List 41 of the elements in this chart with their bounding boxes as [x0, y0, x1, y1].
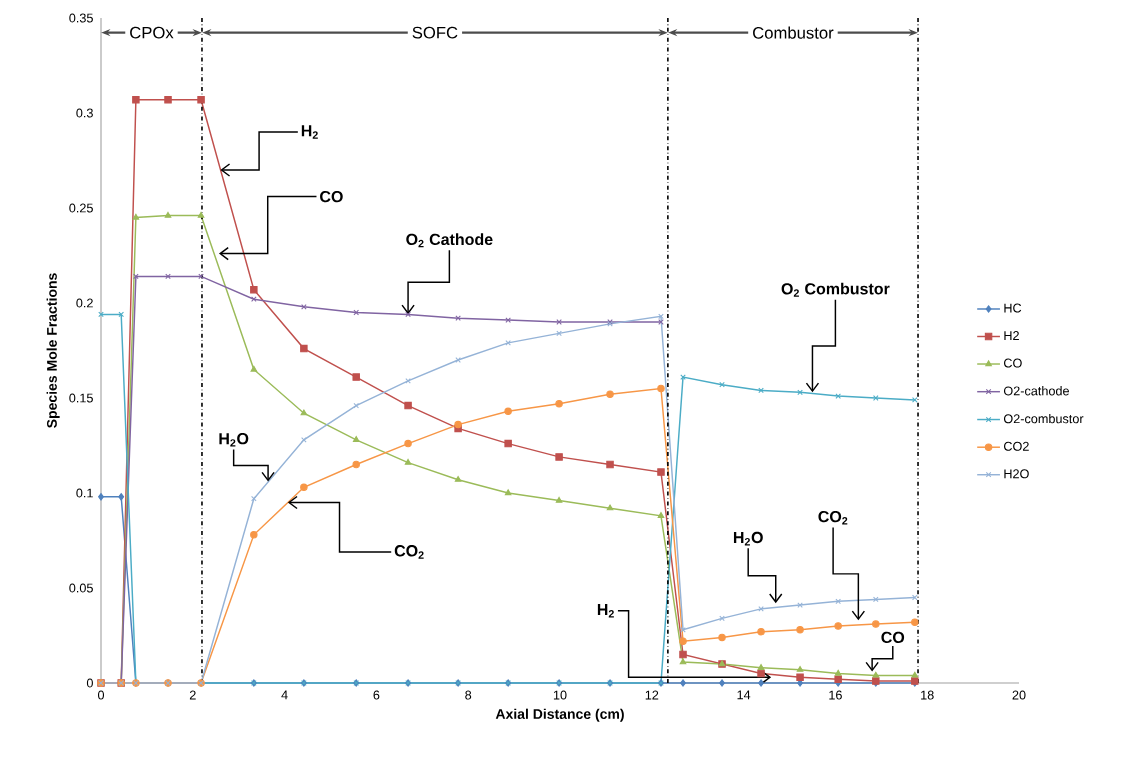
annotation: H$_{2}$ [301, 125, 318, 139]
legend-label: HC [1004, 303, 1022, 313]
annotation: SOFC [412, 26, 458, 39]
y-tick-label: 0 [86, 678, 93, 688]
annotation: CO$_{2}$ [394, 545, 424, 559]
annotation: O$_{2}$ Combustor [781, 282, 890, 297]
x-tick-label: 16 [829, 690, 842, 700]
legend-label: CO [1004, 358, 1022, 368]
y-tick-label: 0.25 [69, 203, 93, 213]
legend-label: H2 [1004, 331, 1019, 340]
legend-label: H2O [1004, 469, 1029, 479]
annotation: H$_{2}$ [597, 604, 614, 618]
x-tick-label: 12 [645, 690, 659, 700]
y-tick-label: 0.3 [76, 108, 93, 118]
x-tick-label: 2 [189, 690, 196, 700]
annotation: O$_{2}$ Cathode [406, 233, 493, 248]
x-tick-label: 10 [553, 690, 567, 700]
legend-label: O2-cathode [1003, 386, 1069, 396]
y-tick-label: 0.05 [69, 583, 93, 593]
x-axis-title: Axial Distance (cm) [495, 708, 624, 722]
x-tick-label: 6 [373, 690, 380, 700]
legend-label: O2-combustor [1003, 413, 1084, 424]
annotation: Combustor [753, 26, 834, 39]
y-tick-label: 0.1 [76, 488, 93, 498]
annotation: CPOx [130, 26, 174, 39]
annotation: CO$_{2}$ [818, 510, 848, 525]
x-tick-label: 18 [921, 690, 934, 700]
annotation: CO [320, 190, 343, 203]
x-tick-label: 0 [97, 690, 105, 700]
annotation: CO [881, 631, 905, 644]
annotation: H$_{2}$O [733, 531, 763, 546]
y-tick-label: 0.35 [69, 13, 93, 23]
y-axis-title: Species Mole Fractions [46, 273, 60, 428]
y-tick-label: 0.2 [76, 298, 93, 308]
x-tick-label: 14 [737, 690, 751, 700]
x-tick-label: 20 [1012, 690, 1026, 700]
x-tick-label: 4 [281, 690, 288, 700]
legend-label: CO2 [1004, 441, 1029, 451]
x-tick-label: 8 [465, 690, 472, 700]
annotation: H$_{2}$O [219, 433, 249, 447]
y-tick-label: 0.15 [69, 393, 93, 403]
